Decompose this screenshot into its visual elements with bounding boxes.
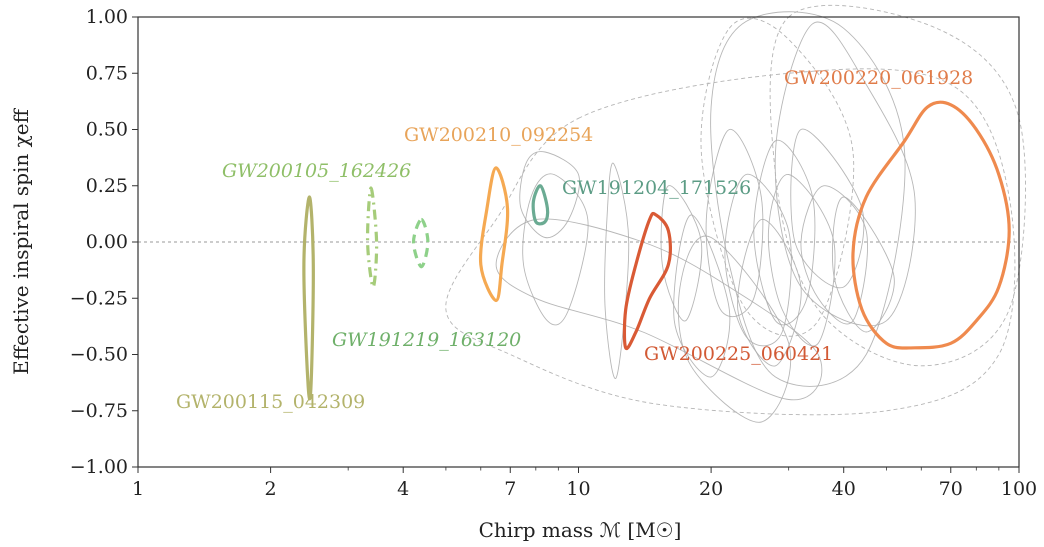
- x-tick-label: 20: [699, 478, 723, 500]
- background-contour: [800, 185, 868, 325]
- background-contour: [832, 196, 895, 333]
- background-contour: [737, 219, 802, 367]
- y-tick-label: 0.50: [86, 119, 128, 141]
- highlighted-event-contours: [302, 100, 1011, 401]
- label-gw200105: GW200105_162426: [222, 160, 411, 182]
- event-contour-gw191219_163120: [411, 217, 430, 269]
- background-contour: [522, 173, 589, 326]
- x-tick-label: 2: [265, 478, 277, 500]
- x-axis-title: Chirp mass ℳ [M☉]: [479, 518, 682, 542]
- event-contour-gw200105_162426: [365, 186, 379, 289]
- x-tick-label: 10: [566, 478, 590, 500]
- background-contour: [677, 235, 792, 423]
- background-contour: [673, 214, 731, 378]
- event-contour-gw191204_171526: [531, 184, 550, 226]
- background-contour: [604, 162, 630, 380]
- x-tick-label: 1: [132, 478, 144, 500]
- axis-ticks: 1 2 4 7 10 20 40 70 100 −1.00 −0.75 −0.50 −0.25 0.00 0…: [70, 6, 1037, 500]
- event-contour-gw200210_092254: [478, 166, 510, 303]
- x-tick-label: 70: [939, 478, 963, 500]
- y-axis-title: Effective inspiral spin χeff: [9, 107, 33, 374]
- label-gw191204: GW191204_171526: [562, 177, 751, 199]
- background-contour: [710, 11, 906, 387]
- label-gw200225: GW200225_060421: [644, 343, 833, 365]
- label-gw200220: GW200220_061928: [784, 67, 973, 89]
- background-contour: [724, 174, 792, 347]
- background-event-contours: [445, 4, 1026, 423]
- y-tick-label: 1.00: [86, 6, 128, 28]
- event-contour-gw200225_060421: [622, 211, 672, 351]
- y-tick-label: −0.75: [70, 400, 128, 422]
- y-tick-label: −0.50: [70, 344, 128, 366]
- x-tick-label: 100: [1001, 478, 1037, 500]
- background-contour: [774, 21, 916, 327]
- event-contour-gw200220_061928: [851, 100, 1011, 350]
- background-contour-dashed: [700, 17, 855, 337]
- y-tick-label: 0.25: [86, 175, 128, 197]
- x-tick-label: 7: [504, 478, 516, 500]
- event-contour-gw200115_042309: [302, 195, 315, 401]
- label-gw200115: GW200115_042309: [176, 391, 365, 413]
- y-tick-label: −0.25: [70, 287, 128, 309]
- label-gw191219: GW191219_163120: [332, 329, 521, 351]
- y-tick-label: 0.75: [86, 62, 128, 84]
- background-contour: [753, 139, 816, 326]
- annotation-labels: GW200115_042309 GW200105_162426 GW191219…: [176, 67, 973, 413]
- y-tick-label: 0.00: [86, 231, 128, 253]
- background-contour: [767, 174, 836, 347]
- background-contour-dashed: [769, 4, 1026, 367]
- background-contour: [495, 218, 823, 401]
- x-tick-label: 4: [397, 478, 409, 500]
- y-tick-label: −1.00: [70, 456, 128, 478]
- background-contour: [660, 185, 703, 322]
- background-contour: [790, 129, 865, 289]
- background-contour: [519, 151, 580, 239]
- x-tick-label: 40: [832, 478, 856, 500]
- label-gw200210: GW200210_092254: [404, 124, 593, 146]
